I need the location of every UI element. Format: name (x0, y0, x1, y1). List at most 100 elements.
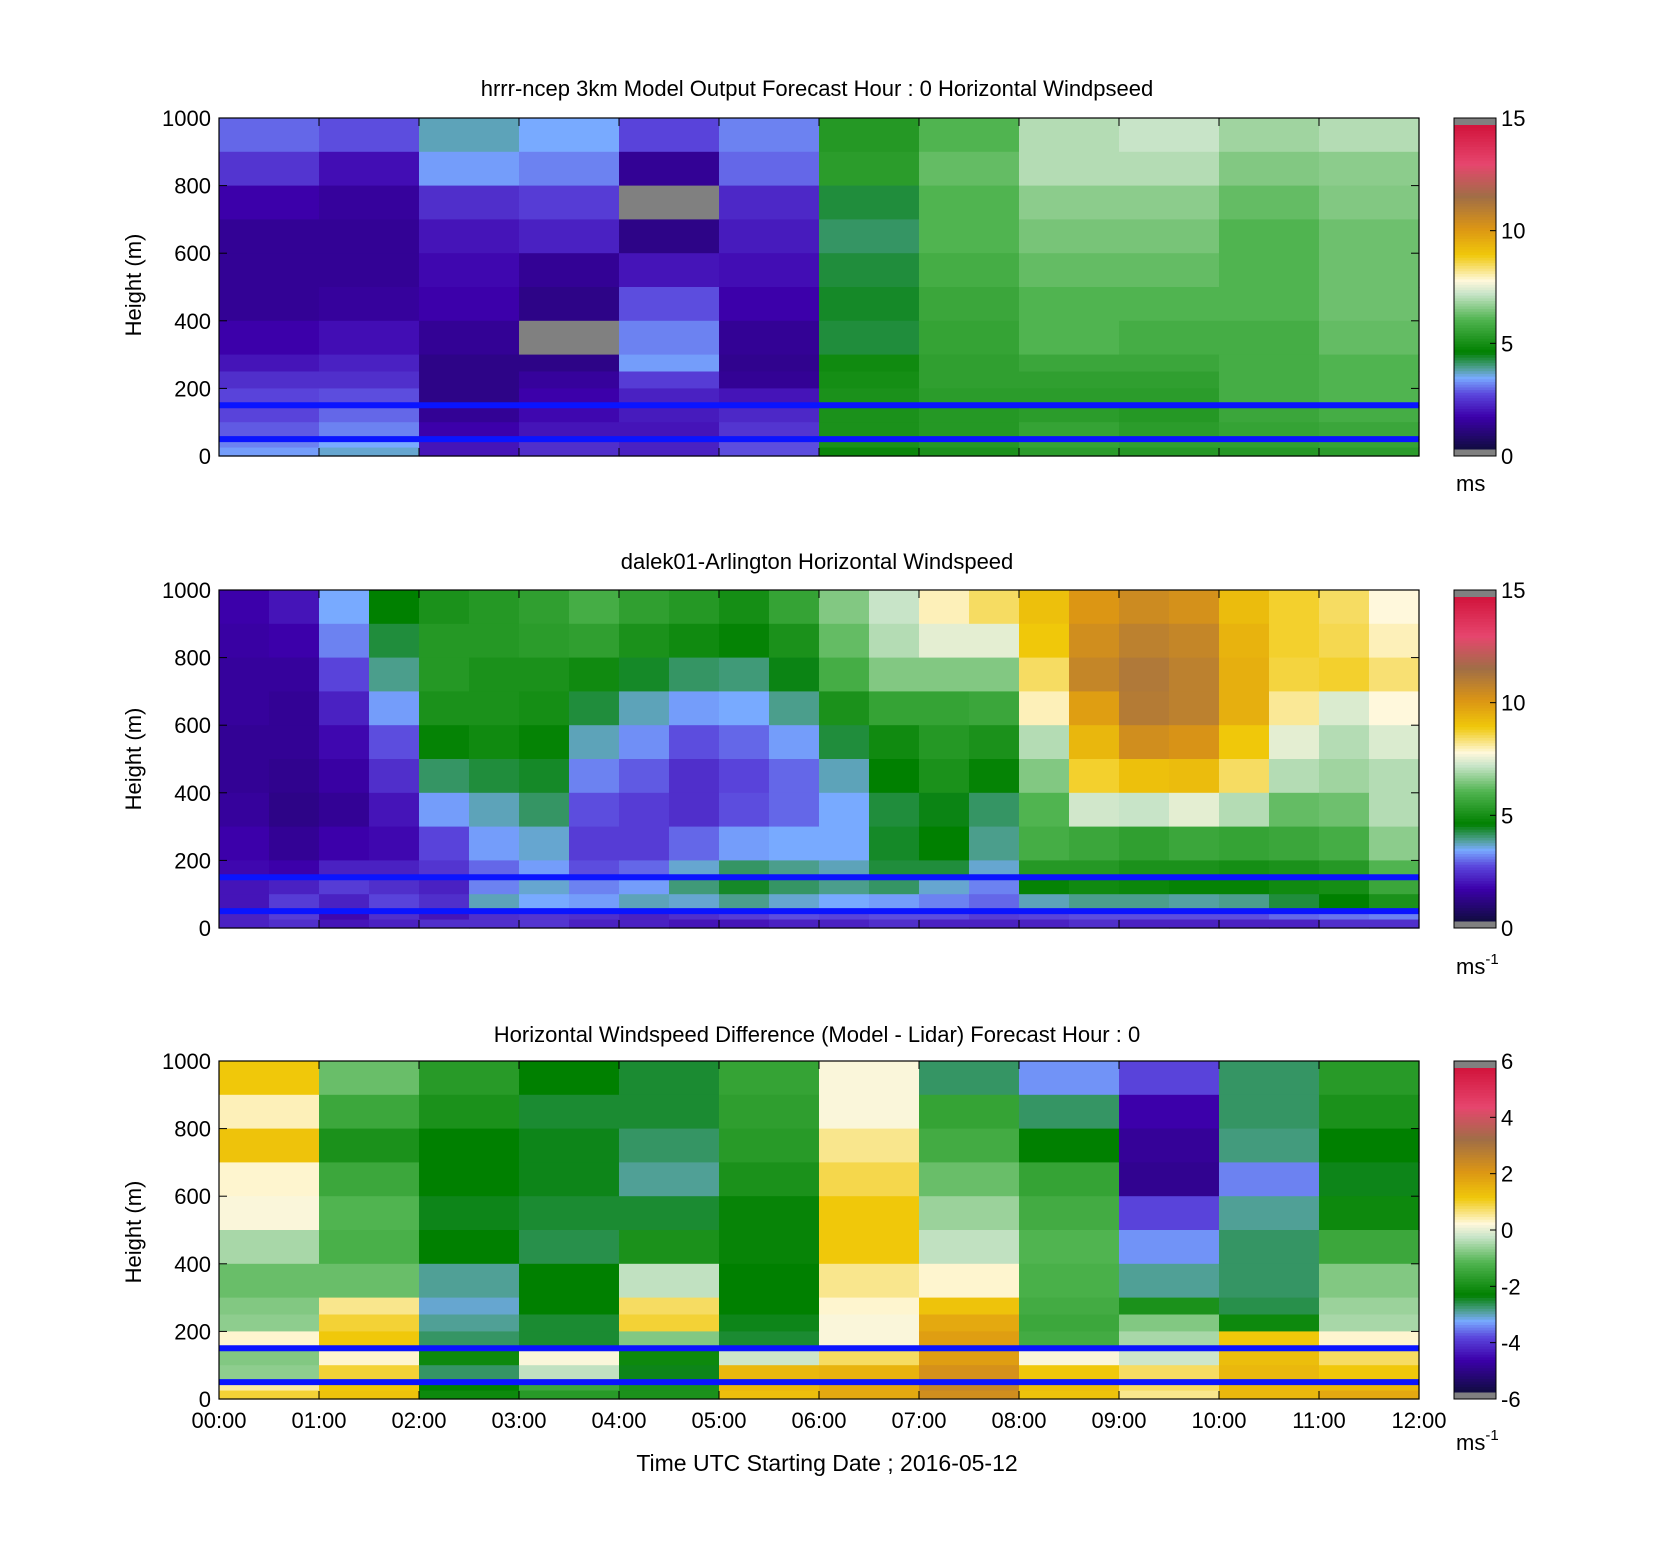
heatmap-cell (1119, 320, 1220, 356)
colorbar-segment (1454, 1138, 1496, 1142)
axes: 0 200 400 600 800 1000 (162, 578, 1420, 941)
heatmap-cell (1119, 1128, 1220, 1163)
colorbar-segment (1454, 241, 1496, 245)
colorbar-segment (1454, 1246, 1496, 1250)
heatmap-cell (1119, 1382, 1220, 1392)
heatmap-cell (619, 1061, 720, 1096)
heatmap-cell (1019, 118, 1120, 153)
heatmap-cell (1269, 877, 1320, 895)
colorbar-segment (1454, 1343, 1496, 1347)
axes: 0 200 400 600 800 1000 00:00 01:00 02:00 03:00 04:… (162, 1049, 1446, 1433)
colorbar-segment (1454, 696, 1496, 701)
heatmap-cell (719, 1230, 820, 1265)
colorbar-segment (1454, 840, 1496, 844)
heatmap-cell (919, 151, 1020, 187)
heatmap-cell (319, 919, 370, 929)
heatmap-cell (919, 1128, 1020, 1163)
colorbar-segment (1454, 1305, 1496, 1309)
colorbar-segment (1454, 880, 1496, 884)
heatmap-cell (1369, 657, 1420, 692)
heatmap-cell (819, 657, 870, 692)
colorbar-segment (1454, 362, 1496, 366)
x-tick-label: 08:00 (991, 1408, 1046, 1433)
heatmap-cell (1119, 151, 1220, 187)
heatmap-cell (1119, 1230, 1220, 1265)
heatmap-cell (219, 354, 320, 373)
heatmap-cell (319, 118, 420, 153)
heatmap-cell (1319, 1263, 1420, 1299)
y-tick-label: 1000 (162, 106, 211, 131)
colorbar-segment (1454, 815, 1496, 819)
colorbar-segment (1454, 424, 1496, 428)
y-tick-label: 1000 (162, 578, 211, 603)
colorbar-segment (1454, 152, 1496, 156)
heatmap-cell (1119, 388, 1220, 406)
heatmap-cell (969, 725, 1020, 760)
colorbar-segment (1454, 1329, 1496, 1334)
colorbar-segment (1454, 1383, 1496, 1388)
colorbar-segment (1454, 702, 1496, 706)
heatmap-cell (719, 894, 770, 912)
heatmap-cell (319, 371, 420, 389)
heatmap-cell (869, 657, 920, 692)
colorbar-segment (1454, 610, 1496, 614)
heatmap-cell (1119, 287, 1220, 322)
colorbar-segment (1454, 235, 1496, 239)
heatmap-cell (1019, 1196, 1120, 1231)
colorbar-segment (1454, 904, 1496, 908)
colorbar-segment (1454, 384, 1496, 388)
heatmap-cell (1269, 623, 1320, 659)
heatmap-cell (619, 354, 720, 373)
heatmap-cell (1219, 447, 1320, 457)
heatmap-cell (819, 422, 920, 440)
colorbar-segment (1454, 1167, 1496, 1172)
heatmap-cell (1319, 219, 1420, 254)
heatmap-cell (919, 1331, 1020, 1349)
colorbar-segment (1454, 777, 1496, 782)
colorbar-segment (1454, 869, 1496, 873)
heatmap-cell (819, 405, 920, 423)
colorbar-segment (1454, 170, 1496, 175)
heatmap-cell (1319, 439, 1420, 449)
heatmap-cell (619, 287, 720, 322)
heatmap-cell (919, 725, 970, 760)
heatmap-cell (1019, 919, 1070, 929)
colorbar-segment (1454, 713, 1496, 717)
heatmap-cell (519, 1314, 620, 1332)
heatmap-cell (719, 1314, 820, 1332)
heatmap-cell (1369, 826, 1420, 861)
reference-lines (219, 1345, 1419, 1386)
y-tick-label: 800 (174, 1117, 211, 1142)
heatmap-cell (1169, 623, 1220, 659)
heatmap-cell (1219, 151, 1320, 187)
colorbar-segment (1454, 672, 1496, 676)
heatmap-cell (419, 590, 470, 625)
heatmap-cell (919, 354, 1020, 373)
heatmap-cell (1319, 623, 1370, 659)
heatmap-cell (919, 894, 970, 912)
heatmap-cell (669, 623, 720, 659)
heatmap-cell (769, 590, 820, 625)
colorbar-segment (1454, 1321, 1496, 1325)
heatmap-cell (919, 691, 970, 726)
heatmap-cell (1019, 185, 1120, 220)
heatmap-cell (269, 691, 320, 726)
heatmap-cell (719, 253, 820, 288)
colorbar-segment (1454, 1140, 1496, 1145)
x-tick-label: 05:00 (691, 1408, 746, 1433)
heatmap-cell (519, 657, 570, 692)
heatmap-cell (1019, 1382, 1120, 1392)
colorbar-segment (1454, 888, 1496, 892)
colorbar-segment (1454, 818, 1496, 822)
heatmap-cell (719, 1390, 820, 1400)
heatmap-cell (219, 151, 320, 187)
colorbar-segment (1454, 726, 1496, 730)
heatmap-cell (1219, 1196, 1320, 1231)
heatmap-cell (1319, 919, 1370, 929)
heatmap-cell (1269, 759, 1320, 794)
heatmap-cell (719, 759, 770, 794)
colorbar-segment (1454, 756, 1496, 760)
colorbar-segment (1454, 238, 1496, 242)
heatmap-cell (1319, 388, 1420, 406)
heatmap-cell (1369, 691, 1420, 726)
